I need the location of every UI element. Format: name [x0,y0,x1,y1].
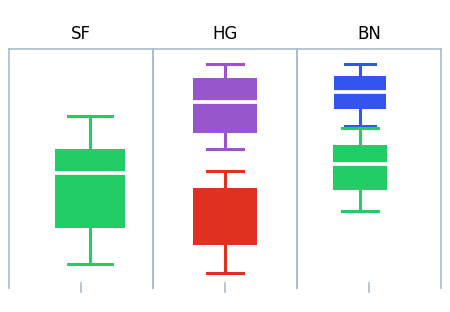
Bar [334,76,386,109]
Bar [333,145,387,190]
Bar [193,188,257,245]
Bar [193,78,257,133]
Text: SF: SF [71,25,91,43]
Bar [55,149,125,228]
Text: BN: BN [357,25,381,43]
Text: HG: HG [212,25,238,43]
